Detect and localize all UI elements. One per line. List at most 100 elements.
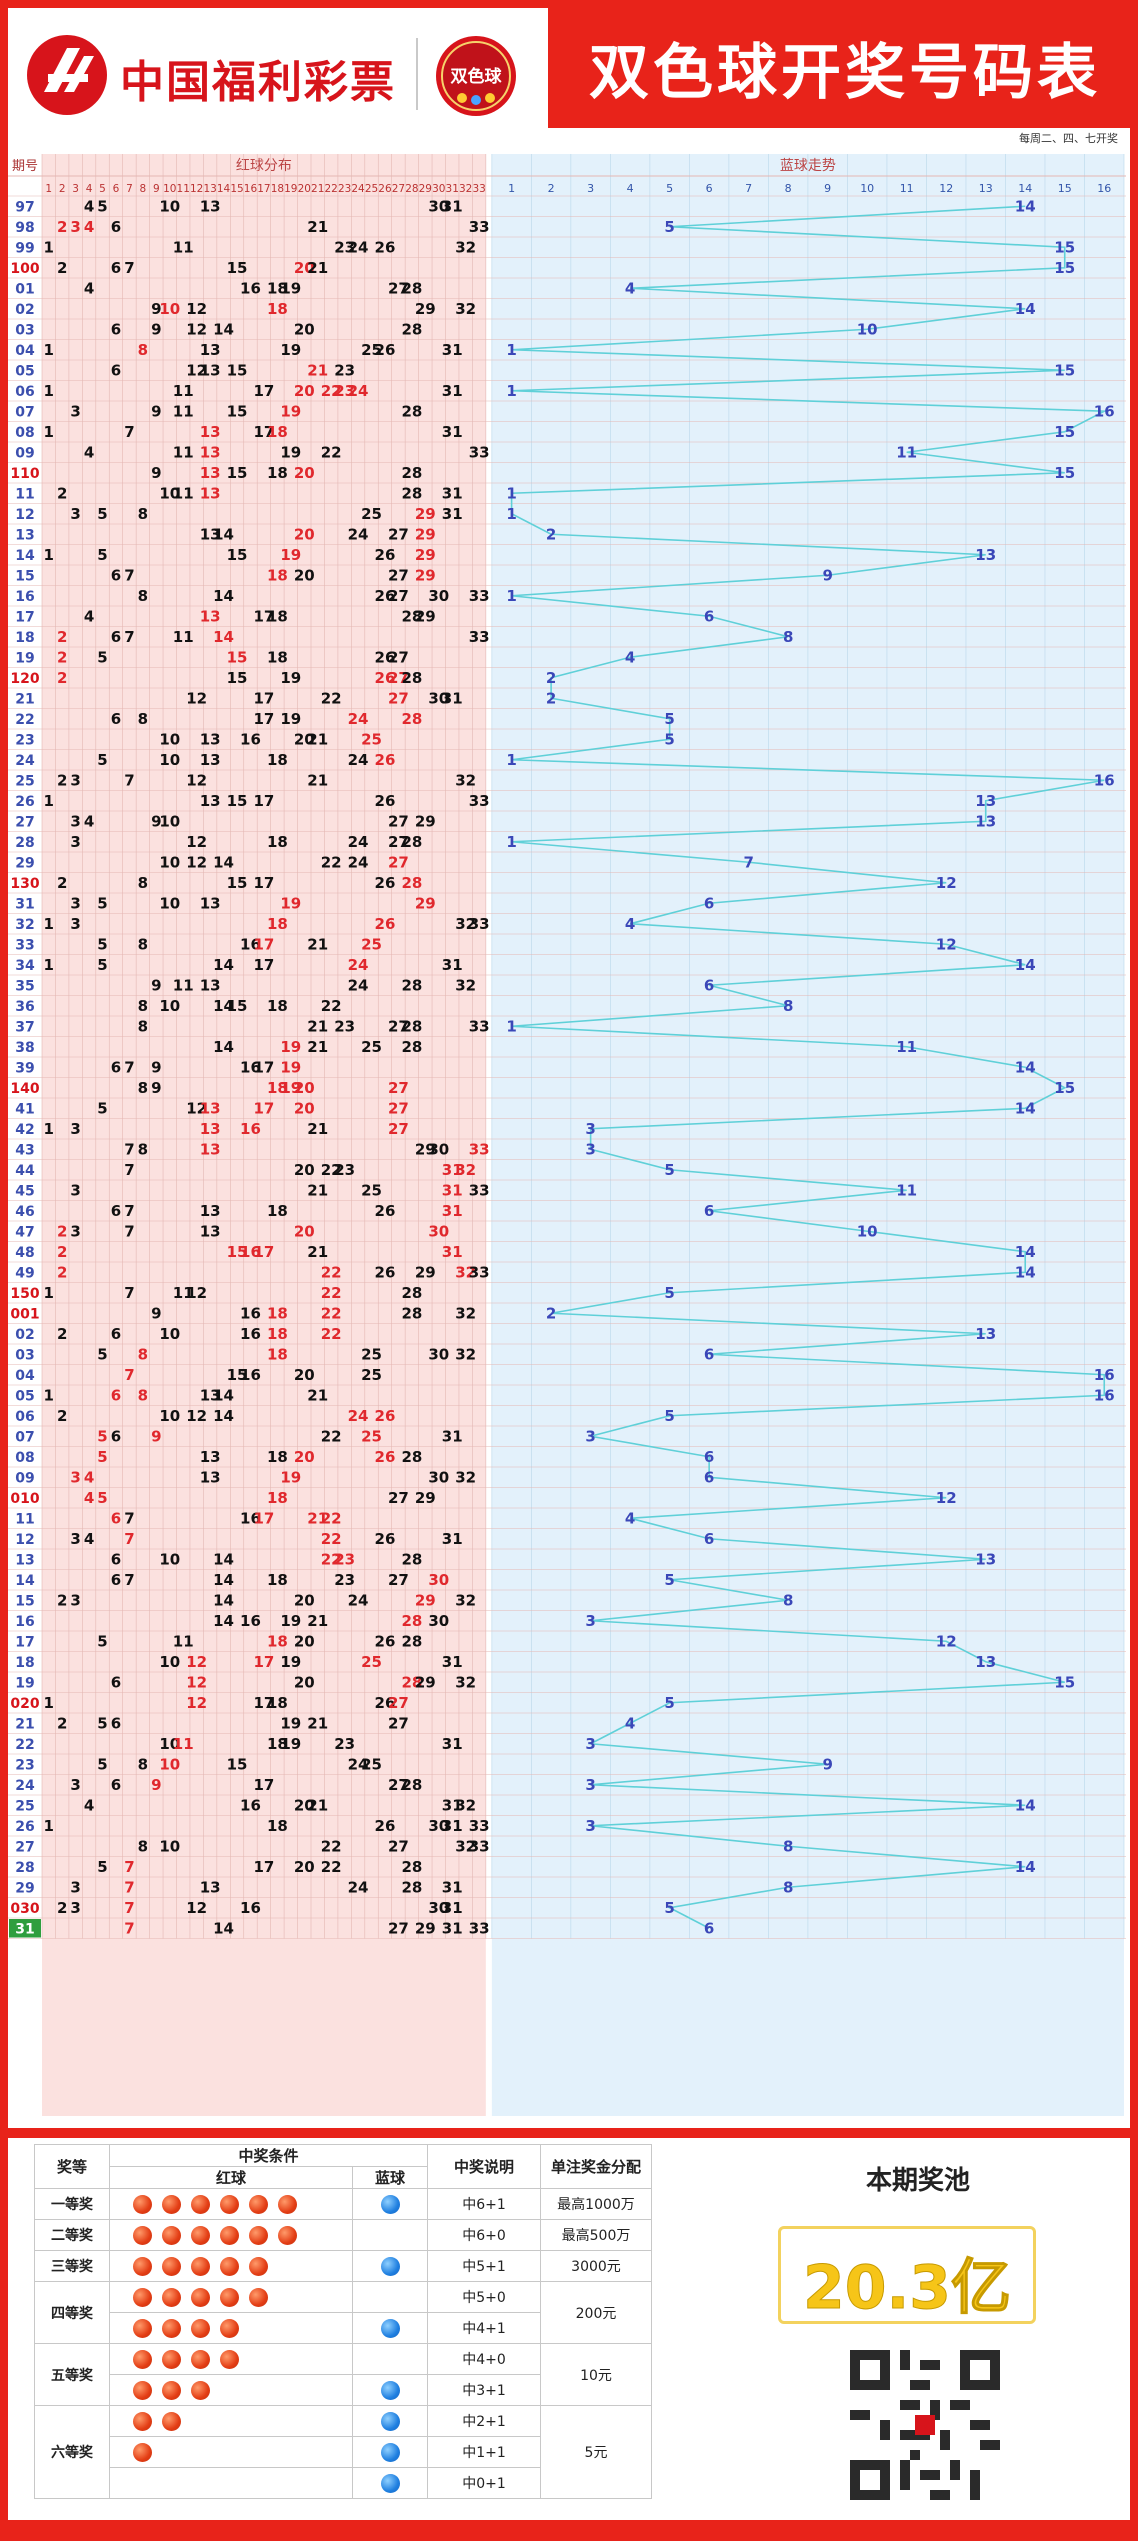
red-ball-number: 18	[267, 1817, 288, 1835]
red-ball-number: 18	[267, 1632, 288, 1650]
blue-ball-number: 8	[783, 997, 793, 1015]
red-ball-number: 14	[213, 853, 234, 871]
red-ball-number: 3	[70, 1181, 80, 1199]
period-number: 31	[15, 1921, 34, 1937]
red-ball-number: 6	[111, 259, 121, 277]
period-number: 44	[15, 1163, 35, 1179]
red-balls-cell	[109, 2374, 353, 2406]
red-ball-number: 9	[151, 1304, 161, 1322]
red-ball-number: 20	[294, 1222, 315, 1240]
red-ball-icon	[191, 2256, 210, 2276]
blue-ball-cell	[352, 2467, 428, 2499]
red-ball-number: 9	[151, 1079, 161, 1097]
red-ball-icon	[278, 2194, 297, 2214]
red-ball-number: 31	[442, 1796, 463, 1814]
red-ball-number: 17	[253, 1058, 274, 1076]
red-ball-number: 1	[44, 1817, 54, 1835]
red-ball-number: 25	[361, 935, 382, 953]
blue-col-number: 4	[627, 182, 634, 195]
blue-ball-number: 14	[1015, 1858, 1036, 1876]
red-ball-number: 4	[84, 812, 94, 830]
blue-ball-number: 4	[625, 1714, 635, 1732]
red-ball-icon	[191, 2380, 210, 2400]
red-ball-icon	[220, 2349, 239, 2369]
red-ball-number: 14	[213, 1612, 234, 1630]
red-ball-number: 30	[428, 1817, 449, 1835]
red-ball-number: 4	[84, 218, 94, 236]
red-ball-number: 21	[307, 1017, 328, 1035]
red-ball-number: 1	[44, 1386, 54, 1404]
red-ball-number: 33	[469, 218, 490, 236]
period-number: 130	[10, 876, 39, 892]
period-number: 45	[15, 1183, 34, 1199]
red-ball-number: 18	[267, 1079, 288, 1097]
red-ball-number: 15	[227, 259, 248, 277]
blue-ball-number: 10	[857, 320, 878, 338]
blue-ball-number: 5	[664, 1694, 674, 1712]
red-ball-number: 28	[401, 1858, 422, 1876]
draw-chart: 期号 红球分布 蓝球走势 每周二、四、七开奖 1 2 3 4 5 6 7 8 9 10 11 12 13 14 15…	[8, 128, 1130, 2128]
blue-ball-number: 14	[1015, 300, 1036, 318]
red-ball-number: 28	[401, 484, 422, 502]
prize-amount: 最高500万	[540, 2219, 652, 2251]
red-ball-icon	[162, 2256, 181, 2276]
blue-ball-number: 9	[822, 1755, 832, 1773]
red-ball-number: 14	[213, 525, 234, 543]
red-ball-number: 29	[415, 812, 436, 830]
red-ball-number: 22	[321, 1427, 342, 1445]
red-ball-number: 24	[348, 956, 369, 974]
red-ball-number: 29	[415, 300, 436, 318]
period-number: 01	[15, 281, 34, 297]
blue-col-number: 6	[706, 182, 713, 195]
red-ball-number: 26	[375, 1694, 396, 1712]
red-ball-number: 31	[442, 1653, 463, 1671]
red-ball-number: 19	[280, 1058, 301, 1076]
blue-ball-number: 8	[783, 628, 793, 646]
period-number: 48	[15, 1245, 34, 1261]
red-ball-number: 13	[200, 361, 221, 379]
blue-ball-number: 11	[896, 443, 917, 461]
red-ball-number: 32	[455, 1796, 476, 1814]
red-ball-number: 20	[294, 320, 315, 338]
blue-ball-icon	[380, 2318, 400, 2338]
blue-ball-number: 4	[625, 1509, 635, 1527]
red-ball-number: 11	[173, 382, 194, 400]
red-ball-number: 10	[159, 853, 180, 871]
period-number: 49	[15, 1265, 34, 1281]
prize-level: 三等奖	[34, 2250, 110, 2282]
red-ball-icon	[249, 2225, 268, 2245]
blue-ball-icon	[380, 2194, 400, 2214]
red-ball-number: 28	[401, 1284, 422, 1302]
red-ball-number: 7	[124, 1222, 134, 1240]
period-number: 100	[10, 261, 39, 277]
red-ball-number: 28	[401, 279, 422, 297]
red-ball-number: 25	[361, 1038, 382, 1056]
red-ball-number: 22	[321, 1509, 342, 1527]
red-ball-number: 21	[307, 1714, 328, 1732]
prize-desc: 中5+0	[427, 2281, 541, 2313]
red-ball-icon	[162, 2411, 181, 2431]
red-ball-number: 17	[253, 792, 274, 810]
red-ball-number: 28	[401, 402, 422, 420]
red-ball-number: 21	[307, 1386, 328, 1404]
red-ball-number: 31	[442, 1181, 463, 1199]
red-ball-number: 13	[200, 1448, 221, 1466]
period-number: 08	[15, 425, 34, 441]
red-ball-number: 27	[388, 1099, 409, 1117]
red-ball-number: 16	[240, 279, 261, 297]
red-ball-number: 7	[124, 1202, 134, 1220]
red-ball-number: 10	[159, 751, 180, 769]
period-number: 38	[15, 1040, 34, 1056]
period-number: 15	[15, 1593, 34, 1609]
red-ball-number: 13	[200, 1222, 221, 1240]
red-balls-cell	[109, 2436, 353, 2468]
red-ball-icon	[133, 2225, 152, 2245]
red-ball-number: 19	[280, 1079, 301, 1097]
red-ball-number: 9	[151, 1427, 161, 1445]
red-ball-number: 16	[240, 1509, 261, 1527]
red-ball-number: 5	[97, 1345, 107, 1363]
red-ball-number: 15	[227, 464, 248, 482]
red-ball-number: 27	[388, 1919, 409, 1937]
red-ball-number: 24	[348, 976, 369, 994]
red-ball-number: 16	[240, 1325, 261, 1343]
